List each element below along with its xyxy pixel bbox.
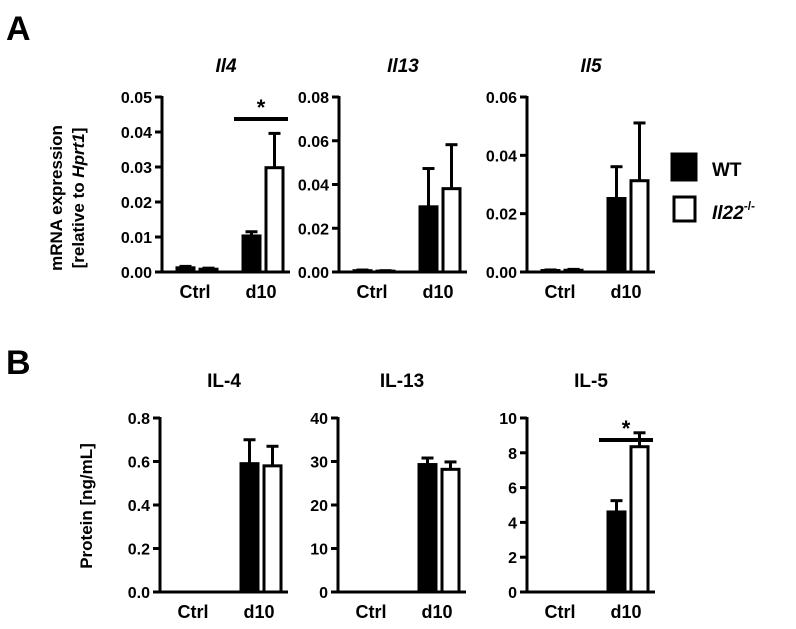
bar: [440, 467, 461, 594]
chart-title: Il5: [580, 56, 602, 77]
bar: [606, 510, 627, 594]
y-label-protein-text: Protein [ng/mL]: [77, 443, 96, 569]
bar: [441, 187, 462, 274]
chart-2: Il5 0.00 0.02 0.04 0.06 Ctrl d10: [486, 56, 655, 302]
x-tick-label: Ctrl: [545, 282, 576, 302]
y-tick-label: 0.02: [298, 221, 329, 238]
y-tick-label: 0.4: [128, 498, 150, 515]
x-tick-label: d10: [610, 282, 641, 302]
y-tick-label: 0.01: [121, 230, 152, 247]
bar: [629, 179, 650, 274]
chart-5: IL-5 0 2 4 6 8 10 Ctrl d10 *: [499, 371, 655, 622]
y-tick-label: 0.02: [121, 195, 152, 212]
bar: [239, 462, 260, 594]
x-tick-label: Ctrl: [545, 602, 576, 622]
chart-4: IL-13 0 10 20 30 40 Ctrl d10: [310, 371, 466, 622]
x-tick-label: Ctrl: [357, 282, 388, 302]
y-tick-label: 6: [508, 481, 517, 498]
y-label-mrna-line1: mRNA expression: [47, 125, 66, 271]
y-tick-label: 0.05: [121, 90, 152, 107]
y-tick-label: 0.04: [486, 148, 517, 165]
y-tick-label: 0.04: [121, 125, 152, 142]
x-tick-label: Ctrl: [180, 282, 211, 302]
x-tick-label: d10: [243, 602, 274, 622]
x-tick-label: d10: [245, 282, 276, 302]
x-tick-label: d10: [610, 602, 641, 622]
x-tick-label: d10: [421, 602, 452, 622]
y-label-mrna-suffix: ]: [69, 128, 88, 134]
y-label-mrna-prefix: [relative to: [69, 178, 88, 269]
legend-label-wt: WT: [712, 160, 742, 181]
y-tick-label: 0: [319, 585, 328, 602]
y-tick-label: 0.00: [486, 265, 517, 282]
legend-swatch-ko: [672, 195, 697, 223]
y-tick-label: 0.6: [128, 455, 150, 472]
y-label-mrna: mRNA expression [relative to Hprt1]: [47, 125, 88, 271]
panel-label-a: A: [6, 10, 31, 48]
x-tick-label: d10: [422, 282, 453, 302]
y-tick-label: 0.00: [298, 265, 329, 282]
significance-star: *: [257, 95, 266, 120]
y-tick-label: 0.8: [128, 411, 150, 428]
y-tick-label: 0.02: [486, 207, 517, 224]
y-tick-label: 8: [508, 446, 517, 463]
bar: [262, 464, 283, 594]
y-tick-label: 0.06: [486, 90, 517, 107]
y-tick-label: 30: [310, 455, 328, 472]
y-label-protein: Protein [ng/mL]: [77, 443, 96, 569]
bar: [175, 266, 196, 274]
y-tick-label: 0.04: [298, 178, 329, 195]
y-tick-label: 0.2: [128, 542, 150, 559]
significance-star: *: [622, 416, 631, 441]
y-tick-label: 10: [499, 411, 517, 428]
chart-title: Il13: [387, 56, 419, 77]
legend-label-ko-sup: -/-: [744, 199, 755, 213]
chart-title: IL-13: [380, 371, 424, 392]
y-tick-label: 0.03: [121, 160, 152, 177]
chart-3: IL-4 0.0 0.2 0.4 0.6 0.8 Ctrl d10: [128, 371, 288, 622]
x-tick-label: Ctrl: [356, 602, 387, 622]
chart-title: IL-5: [574, 371, 608, 392]
bar: [417, 463, 438, 594]
bar: [418, 205, 439, 274]
legend-label-ko-gene: Il22: [712, 203, 744, 224]
legend-swatch-wt: [670, 152, 698, 182]
chart-title: Il4: [215, 56, 237, 77]
y-tick-label: 0.08: [298, 90, 329, 107]
y-tick-label: 40: [310, 411, 328, 428]
y-tick-label: 2: [508, 550, 517, 567]
bar: [606, 197, 627, 274]
y-tick-label: 4: [508, 515, 517, 532]
legend: WT Il22-/-: [670, 152, 755, 224]
y-tick-label: 20: [310, 498, 328, 515]
y-tick-label: 0.00: [121, 265, 152, 282]
y-tick-label: 10: [310, 542, 328, 559]
y-label-mrna-gene: Hprt1: [69, 133, 88, 177]
y-label-mrna-line2: [relative to Hprt1]: [69, 128, 88, 269]
panel-label-b: B: [6, 344, 31, 382]
chart-0: Il4 0.00 0.01 0.02 0.03 0.04 0.05 Ctrl d10 *: [121, 56, 290, 302]
chart-title: IL-4: [207, 371, 241, 392]
bar: [629, 445, 650, 594]
x-tick-label: Ctrl: [178, 602, 209, 622]
bar: [264, 166, 285, 274]
bar: [241, 234, 262, 274]
y-tick-label: 0.0: [128, 585, 150, 602]
chart-1: Il13 0.00 0.02 0.04 0.06 0.08 Ctrl d10: [298, 56, 467, 302]
y-tick-label: 0: [508, 585, 517, 602]
y-tick-label: 0.06: [298, 134, 329, 151]
legend-label-ko: Il22-/-: [712, 199, 755, 224]
